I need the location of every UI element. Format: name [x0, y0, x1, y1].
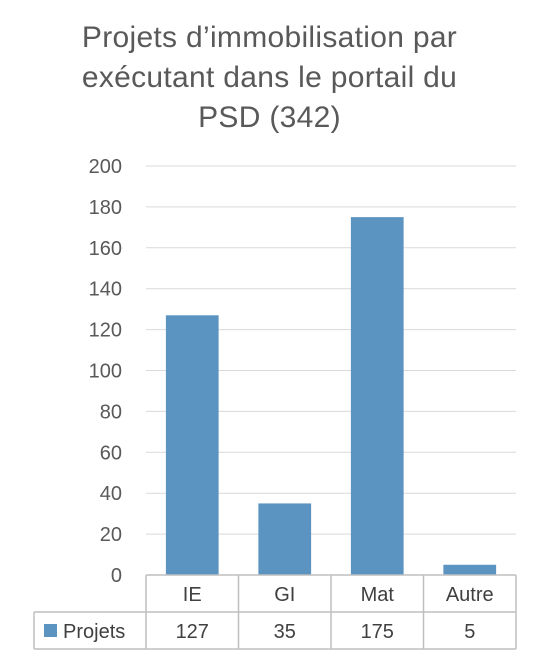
y-tick-label: 80: [100, 401, 122, 423]
y-tick-label: 180: [89, 197, 122, 219]
data-label: 127: [176, 621, 209, 643]
y-tick-label: 120: [89, 320, 122, 342]
chart-title-line-3: PSD (342): [198, 101, 341, 134]
data-label: 175: [361, 621, 394, 643]
y-tick-label: 160: [89, 238, 122, 260]
chart-title: Projets d’immobilisation par exécutant d…: [40, 18, 499, 138]
bar-mat: [350, 217, 404, 575]
y-tick-label: 0: [111, 565, 122, 587]
bar-autre: [443, 564, 497, 575]
legend-label: Projets: [63, 621, 125, 643]
y-tick-label: 140: [89, 279, 122, 301]
bar-gi: [258, 503, 312, 575]
data-label: 35: [274, 621, 296, 643]
x-category-label: GI: [274, 584, 295, 606]
bar-ie: [165, 315, 219, 575]
x-category-label: IE: [183, 584, 202, 606]
y-tick-label: 100: [89, 361, 122, 383]
y-tick-label: 60: [100, 442, 122, 464]
data-label: 5: [464, 621, 475, 643]
y-tick-label: 200: [89, 156, 122, 178]
legend-swatch: [44, 624, 57, 637]
x-category-label: Autre: [446, 584, 494, 606]
y-tick-label: 40: [100, 483, 122, 505]
chart-title-line-2: exécutant dans le portail du: [81, 61, 458, 94]
y-tick-label: 20: [100, 524, 122, 546]
x-category-label: Mat: [361, 584, 395, 606]
chart-title-line-1: Projets d’immobilisation par: [81, 21, 458, 54]
